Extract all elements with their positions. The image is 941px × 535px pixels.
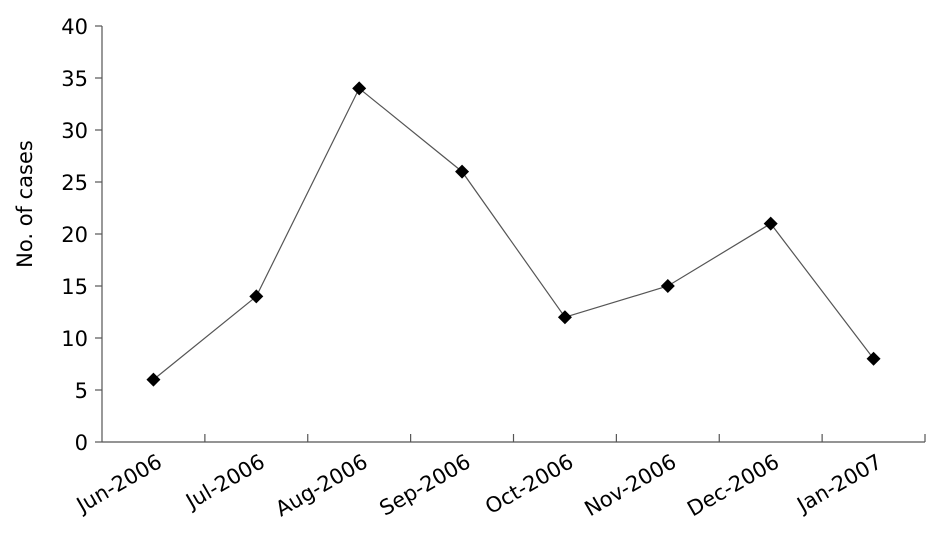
x-tick-label: Sep-2006: [375, 450, 474, 521]
y-axis-title: No. of cases: [13, 140, 37, 268]
y-tick-label: 0: [75, 431, 88, 455]
marker: [866, 351, 881, 366]
y-tick-label: 15: [61, 275, 88, 299]
x-tick-label: Jan-2007: [791, 450, 886, 518]
x-tick-label: Jun-2006: [71, 450, 166, 519]
x-tick-label: Jul-2006: [180, 450, 269, 515]
marker: [763, 216, 778, 231]
marker: [146, 372, 161, 387]
marker: [455, 164, 470, 179]
marker: [352, 81, 367, 96]
marker: [557, 310, 572, 325]
x-tick-label: Oct-2006: [481, 450, 577, 519]
y-tick-label: 35: [61, 67, 88, 91]
y-tick-label: 30: [61, 119, 88, 143]
y-tick-label: 25: [61, 171, 88, 195]
y-tick-label: 40: [61, 15, 88, 39]
x-tick-label: Nov-2006: [580, 450, 680, 522]
line: [153, 87, 875, 381]
y-tick-label: 5: [75, 379, 88, 403]
x-tick-label: Dec-2006: [683, 450, 783, 522]
y-tick-label: 20: [61, 223, 88, 247]
y-tick-label: 10: [61, 327, 88, 351]
marker: [249, 289, 264, 304]
marker: [660, 279, 675, 293]
x-tick-label: Aug-2006: [271, 450, 371, 522]
